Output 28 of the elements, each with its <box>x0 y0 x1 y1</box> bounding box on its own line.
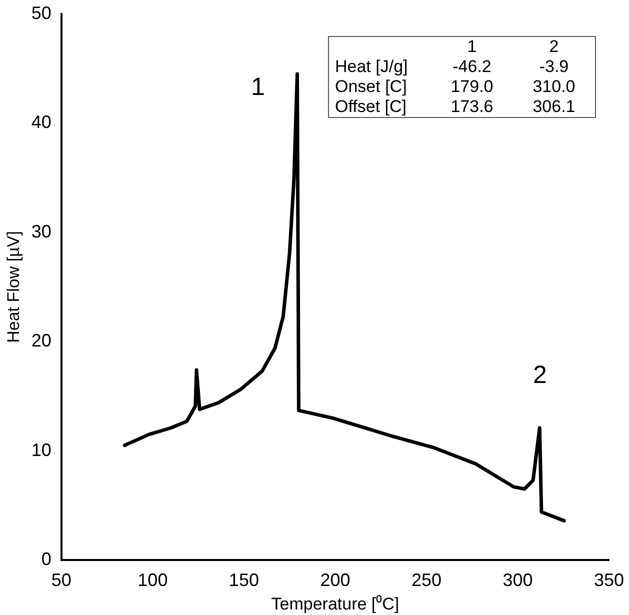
y-tick-label: 50 <box>31 2 52 23</box>
x-tick-label: 250 <box>411 570 442 590</box>
annotation: -3.9 <box>538 57 570 77</box>
annotation: 173.6 <box>450 97 494 118</box>
y-tick-label: 10 <box>31 440 52 460</box>
annotation: 1 <box>251 72 265 101</box>
y-tick-label: 0 <box>41 548 52 569</box>
y-tick-label: 30 <box>31 221 52 242</box>
x-tick-label: 100 <box>138 570 168 590</box>
y-tick-label: 20 <box>31 330 52 351</box>
annotation: 179.0 <box>450 77 494 97</box>
annotation: 2 <box>533 360 547 389</box>
x-axis-title: Temperature [⁰C] <box>271 594 400 614</box>
annotation: Onset [C] <box>334 77 408 97</box>
annotation: Heat [J/g] <box>334 57 409 77</box>
x-tick-label: 50 <box>51 570 72 590</box>
annotation: 310.0 <box>532 77 576 97</box>
annotation: Offset [C] <box>334 97 408 118</box>
annotation: -46.2 <box>452 57 492 77</box>
annotation: 1 <box>466 36 478 57</box>
x-tick-label: 150 <box>228 570 259 590</box>
x-tick-label: 350 <box>594 570 624 590</box>
x-tick-label: 300 <box>502 570 533 590</box>
y-axis-title: Heat Flow [µV] <box>4 231 23 343</box>
annotation: 2 <box>548 36 560 57</box>
x-tick-label: 200 <box>320 570 350 590</box>
y-tick-label: 40 <box>31 112 52 132</box>
annotation: 306.1 <box>532 97 576 118</box>
